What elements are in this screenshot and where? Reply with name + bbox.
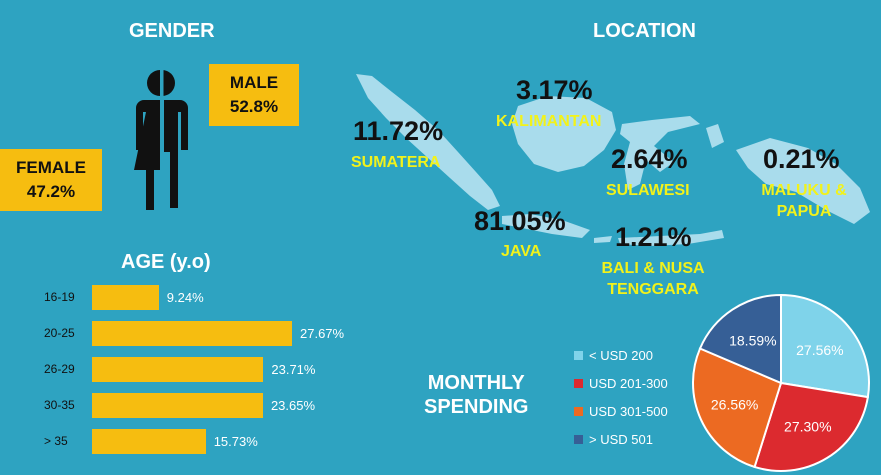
- gender-restroom-icon: [134, 68, 188, 210]
- pie-slice: [698, 293, 782, 385]
- female-box: FEMALE 47.2%: [0, 149, 102, 211]
- female-value: 47.2%: [26, 182, 76, 201]
- gender-title: GENDER: [129, 20, 215, 42]
- pie-value-label: 18.59%: [729, 332, 776, 348]
- region-label-sumatera: SUMATERA: [351, 154, 441, 171]
- region-value-kalimantan: 3.17%: [516, 75, 593, 105]
- pie-value-label: 26.56%: [711, 396, 758, 412]
- pie-value-label: 27.30%: [784, 418, 831, 434]
- spending-title: MONTHLY SPENDING: [424, 371, 528, 419]
- region-value-sumatera: 11.72%: [353, 116, 444, 146]
- age-title: AGE (y.o): [121, 251, 211, 273]
- location-title: LOCATION: [593, 20, 696, 42]
- region-value-maluku-papua: 0.21%: [763, 144, 840, 174]
- pie-slice: [692, 347, 783, 469]
- indonesia-map: [356, 74, 870, 246]
- region-label-bali-nusa-tenggara: BALI & NUSA TENGGARA: [601, 260, 705, 298]
- spending-title-line1: MONTHLY: [427, 372, 525, 394]
- spending-title-line2: SPENDING: [424, 396, 529, 418]
- region-label-maluku-papua: MALUKU & PAPUA: [761, 182, 847, 220]
- pie-value-label: 27.56%: [796, 342, 843, 358]
- male-value: 52.8%: [229, 97, 279, 116]
- female-label: FEMALE: [16, 158, 86, 177]
- region-label-java: JAVA: [501, 243, 542, 260]
- region-label-kalimantan: KALIMANTAN: [496, 113, 602, 130]
- male-label: MALE: [229, 73, 279, 92]
- male-box: MALE 52.8%: [209, 64, 299, 126]
- pie-slice: [753, 381, 870, 472]
- region-label-sulawesi: SULAWESI: [606, 182, 690, 199]
- region-value-bali-nusa-tenggara: 1.21%: [615, 222, 692, 252]
- region-value-java: 81.05%: [474, 206, 566, 236]
- pie-slice: [780, 293, 870, 399]
- region-value-sulawesi: 2.64%: [611, 144, 688, 174]
